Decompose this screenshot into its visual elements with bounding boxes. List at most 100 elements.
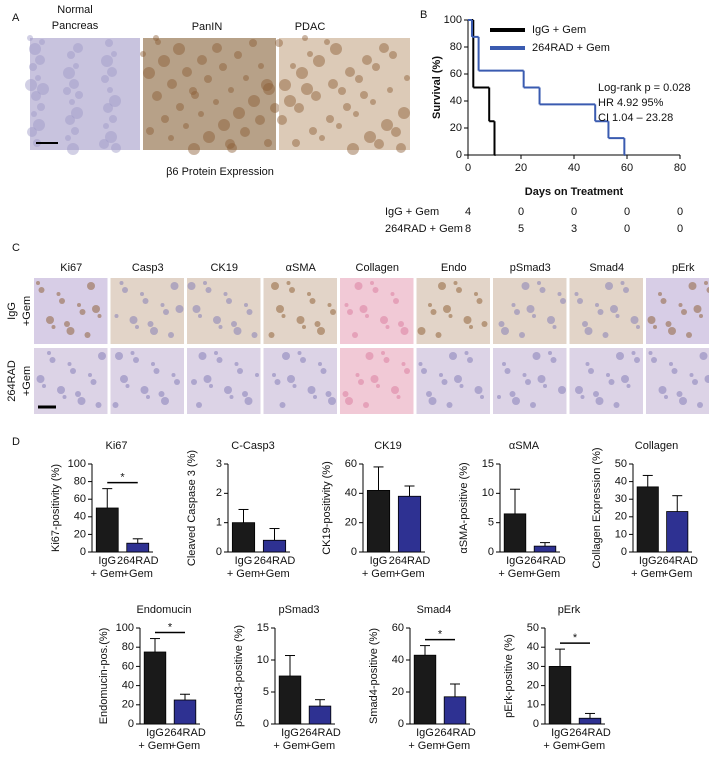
ihc-texture (36, 281, 40, 285)
ihc-texture (327, 303, 332, 307)
y-tick-label: 60 (450, 68, 462, 80)
tissue-texture (146, 127, 154, 135)
tissue-texture (381, 119, 393, 131)
ihc-texture (509, 391, 516, 397)
tissue-texture (264, 139, 272, 147)
ihc-texture (196, 402, 202, 408)
ihc-texture (664, 395, 668, 399)
tissue-texture (203, 131, 215, 143)
column-label: αSMA (286, 262, 317, 274)
tissue-texture (73, 43, 83, 53)
ihc-texture (418, 362, 423, 366)
error-bar (510, 488, 520, 514)
ihc-texture (242, 391, 248, 397)
y-tick-label: 0 (398, 718, 404, 730)
ihc-texture (281, 314, 286, 318)
risk-count: 0 (677, 206, 683, 218)
ihc-texture (630, 316, 639, 324)
ihc-texture (688, 282, 697, 290)
ihc-texture (146, 395, 150, 399)
chart-title: αSMA (509, 440, 540, 452)
tissue-image (30, 38, 140, 150)
ihc-texture (653, 325, 657, 329)
tissue-texture (319, 135, 325, 141)
tissue-texture (109, 115, 117, 123)
tissue-texture (109, 95, 121, 107)
ihc-texture (317, 327, 325, 335)
tissue-texture (225, 139, 235, 149)
ihc-texture (588, 368, 594, 374)
x-tick-label-box: IgG + Gem (543, 727, 576, 752)
tissue-texture (65, 115, 75, 125)
error-bar (150, 638, 160, 652)
ihc-texture (192, 305, 201, 313)
ihc-texture (435, 332, 442, 338)
ihc-texture (51, 325, 56, 329)
ihc-texture (268, 332, 275, 338)
ihc-texture (692, 379, 698, 385)
ihc-texture (550, 357, 557, 363)
ihc-texture (170, 282, 179, 290)
ihc-texture (608, 379, 615, 385)
tissue-texture (71, 127, 79, 135)
x-tick-label-box: 264RAD +Gem (569, 727, 611, 752)
x-tick-label: IgG + Gem (90, 555, 124, 580)
tissue-texture (309, 127, 317, 135)
ihc-texture (142, 298, 149, 304)
panel-label: B (420, 9, 427, 21)
ihc-texture (161, 397, 169, 405)
row-label: IgG (6, 302, 18, 320)
ihc-texture (347, 309, 353, 315)
ihc-texture (344, 303, 349, 307)
tissue-texture (143, 67, 155, 79)
ihc-texture (512, 397, 520, 405)
y-tick-label: 0 (80, 546, 86, 558)
ihc-texture (88, 373, 92, 377)
ihc-texture (560, 298, 566, 304)
tissue-texture (330, 43, 342, 55)
ihc-texture (70, 368, 76, 374)
tissue-texture (219, 63, 227, 71)
tissue-texture (167, 79, 177, 89)
tissue-texture (63, 87, 71, 95)
tissue-texture (307, 51, 313, 57)
tissue-texture (343, 103, 351, 111)
column-label: Ki67 (60, 262, 82, 274)
error-bar (373, 466, 384, 491)
y-axis-label: Ki67-positivity (%) (50, 464, 62, 552)
ihc-texture (428, 303, 432, 307)
ihc-texture (244, 303, 248, 307)
y-tick-label: 100 (68, 458, 86, 470)
y-tick-label: 0 (488, 546, 494, 558)
ihc-texture (454, 375, 462, 383)
y-tick-label: 60 (122, 660, 134, 672)
ihc-texture (464, 351, 469, 355)
tissue-texture (218, 119, 230, 131)
ihc-texture (474, 386, 483, 394)
x-tick-label-box: 264RAD +Gem (434, 727, 476, 752)
ihc-texture (697, 402, 703, 408)
tissue-texture (37, 83, 49, 95)
ihc-texture (342, 391, 349, 397)
ihc-texture (463, 316, 472, 324)
ihc-texture (396, 395, 401, 399)
bar (278, 675, 302, 725)
ihc-image (263, 348, 337, 414)
ihc-texture (160, 303, 165, 307)
bar (636, 486, 659, 553)
x-tick-label-box: 264RAD +Gem (254, 555, 296, 580)
ihc-texture (251, 332, 258, 338)
y-axis-label: Endomucin-pos.(%) (98, 628, 110, 725)
tissue-texture (404, 75, 410, 81)
ihc-texture (610, 305, 618, 313)
ihc-texture (446, 402, 453, 408)
tissue-texture (279, 79, 291, 91)
tissue-texture (35, 75, 41, 81)
ihc-texture (77, 303, 81, 307)
ihc-texture (456, 287, 462, 293)
ihc-texture (233, 327, 242, 335)
tissue-texture (292, 139, 300, 147)
ihc-texture (417, 327, 426, 335)
ihc-texture (47, 351, 51, 355)
